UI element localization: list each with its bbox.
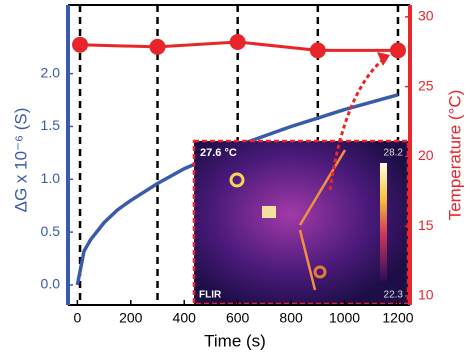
y2-axis-title: Temperature (°C)	[445, 90, 464, 221]
inset-wire	[298, 149, 347, 291]
y-axis-title: ΔG x 10⁻⁶ (S)	[11, 108, 30, 213]
y-tick-label: 0.0	[41, 276, 61, 292]
inset-temperature: 27.6 °C	[200, 147, 237, 159]
y2-tick-label: 10	[418, 287, 434, 303]
inset-feature	[229, 172, 245, 188]
arrow-head	[377, 52, 390, 66]
arrow	[328, 56, 386, 191]
x-tick-label: 0	[73, 310, 81, 326]
y2-tick-label: 25	[418, 77, 434, 93]
x-tick-label: 1000	[329, 310, 360, 326]
x-tick-label: 400	[173, 310, 197, 326]
x-tick-label: 1200	[382, 310, 413, 326]
y-tick-label: 1.5	[41, 117, 61, 133]
y2-tick-label: 15	[418, 217, 434, 233]
inset-device	[262, 206, 276, 218]
y-tick-label: 2.0	[41, 64, 61, 80]
inset-scale-max: 28.2	[384, 148, 404, 159]
point	[229, 33, 246, 50]
x-tick-label: 200	[119, 310, 143, 326]
inset-colorbar	[380, 163, 387, 281]
point	[72, 36, 89, 53]
y-tick-label: 0.5	[41, 223, 61, 239]
point	[309, 42, 326, 59]
point	[149, 38, 166, 55]
thermal-inset: 27.6 °C 28.2 22.3 FLIR	[192, 139, 410, 306]
x-tick-label: 800	[279, 310, 303, 326]
y2-tick-label: 20	[418, 147, 434, 163]
inset-logo: FLIR	[199, 290, 222, 301]
point	[389, 42, 406, 59]
inset-scale-min: 22.3	[384, 290, 404, 301]
y-tick-label: 1.0	[41, 170, 61, 186]
inset-feature	[313, 265, 327, 279]
x-tick-label: 600	[226, 310, 250, 326]
x-axis-title: Time (s)	[204, 331, 266, 350]
y2-tick-label: 30	[418, 8, 434, 24]
